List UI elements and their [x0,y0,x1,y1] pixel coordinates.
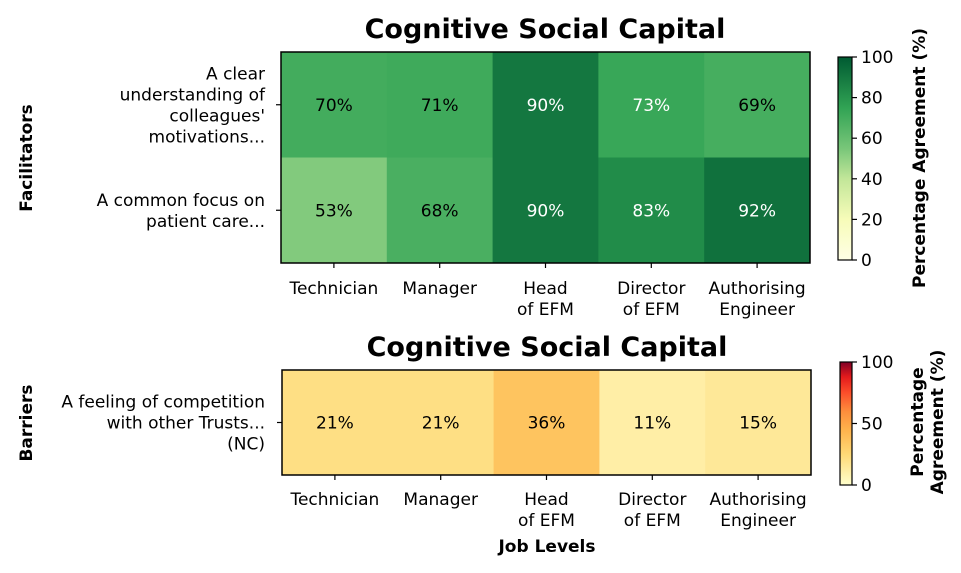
column-label: Authorising [709,279,806,299]
cell-value-label: 68% [421,201,459,221]
heatmap-cell [598,157,705,264]
heatmap-cells: 70% 71% 90% 73% 69% 53% 68% 90% 83% 92% [281,52,811,264]
cell-value-label: 15% [739,414,777,434]
cell-value-label: 21% [316,414,354,434]
cell-value-label: 73% [632,96,670,116]
row-label: understanding of [120,85,266,105]
colorbar-tick-label: 0 [861,251,872,271]
cell-value-label: 71% [421,96,459,116]
cell-value-label: 83% [632,201,670,221]
colorbar-tick-label: 0 [861,476,872,496]
group-label: Facilitators [17,104,37,212]
chart-title: Cognitive Social Capital [367,332,728,363]
heatmap-cell [386,157,494,264]
heatmap-cell [705,370,812,476]
column-label: Engineer [719,300,795,320]
heatmap-cell [281,157,388,264]
plot-frame [281,369,812,476]
column-label: of EFM [624,511,681,531]
column-label: of EFM [623,300,680,320]
column-label: of EFM [518,511,575,531]
column-label: Engineer [720,511,796,531]
row-label: A clear [206,64,265,84]
barriers-heatmap: Cognitive Social Capital Barriers 21% 21%… [17,332,948,557]
cell-value-label: 69% [738,96,776,116]
heatmap-cell [704,52,811,158]
colorbar [837,56,853,261]
colorbar-tick-label: 80 [861,89,883,109]
colorbar [839,361,853,486]
cell-value-label: 90% [527,96,565,116]
row-label: motivations... [149,127,265,147]
column-label: Manager [402,279,477,299]
row-label: A common focus on [97,191,265,211]
colorbar-tick-label: 40 [861,170,883,190]
row-label: (NC) [227,435,265,455]
facilitators-heatmap: Cognitive Social Capital Facilitators 70… [17,14,930,320]
row-label: with other Trusts... [107,414,265,434]
x-axis-label: Job Levels [497,537,595,557]
cell-value-label: 53% [315,201,353,221]
colorbar-tick-label: 50 [861,415,883,435]
column-label: Head [523,279,567,299]
cell-value-label: 36% [528,414,566,434]
colorbar-tick-label: 100 [861,48,893,68]
heatmap-cell [387,370,495,476]
column-label: Director [618,490,686,510]
colorbar-tick-label: 60 [861,129,883,149]
colorbar-ticks: 0 20 40 60 80 100 [852,48,893,271]
cell-value-label: 11% [633,414,671,434]
heatmap-cell [282,370,389,476]
column-label: Technician [288,279,378,299]
column-label: of EFM [517,300,574,320]
heatmap-cell [599,370,706,476]
group-label: Barriers [17,384,37,461]
chart-title: Cognitive Social Capital [365,14,726,45]
cell-value-label: 90% [527,201,565,221]
cell-value-label: 21% [422,414,460,434]
colorbar-label: Percentage Agreement (%) [910,28,930,288]
colorbar-ticks: 0 50 100 [852,353,893,496]
colorbar-tick-label: 100 [861,353,893,373]
cell-value-label: 70% [315,96,353,116]
heatmap-cell [492,52,599,158]
colorbar-label-line-1: Percentage [908,367,928,476]
column-label: Manager [403,490,478,510]
heatmap-cell [492,157,599,264]
heatmap-cell [598,52,705,158]
row-label: patient care... [146,212,265,232]
column-label: Head [524,490,568,510]
heatmap-cell [493,370,600,476]
colorbar-label-line-2: Agreement (%) [928,350,948,495]
row-label: colleagues' [169,106,265,126]
cell-value-label: 92% [738,201,776,221]
row-label: A feeling of competition [61,393,265,413]
colorbar-tick-label: 20 [861,210,883,230]
heatmap-cell [704,157,811,264]
heatmap-cells: 21% 21% 36% 11% 15% [282,370,812,476]
plot-frame [280,51,811,264]
column-label: Authorising [710,490,807,510]
column-label: Technician [289,490,379,510]
heatmap-cell [281,52,388,158]
column-label: Director [617,279,685,299]
heatmap-cell [386,52,494,158]
